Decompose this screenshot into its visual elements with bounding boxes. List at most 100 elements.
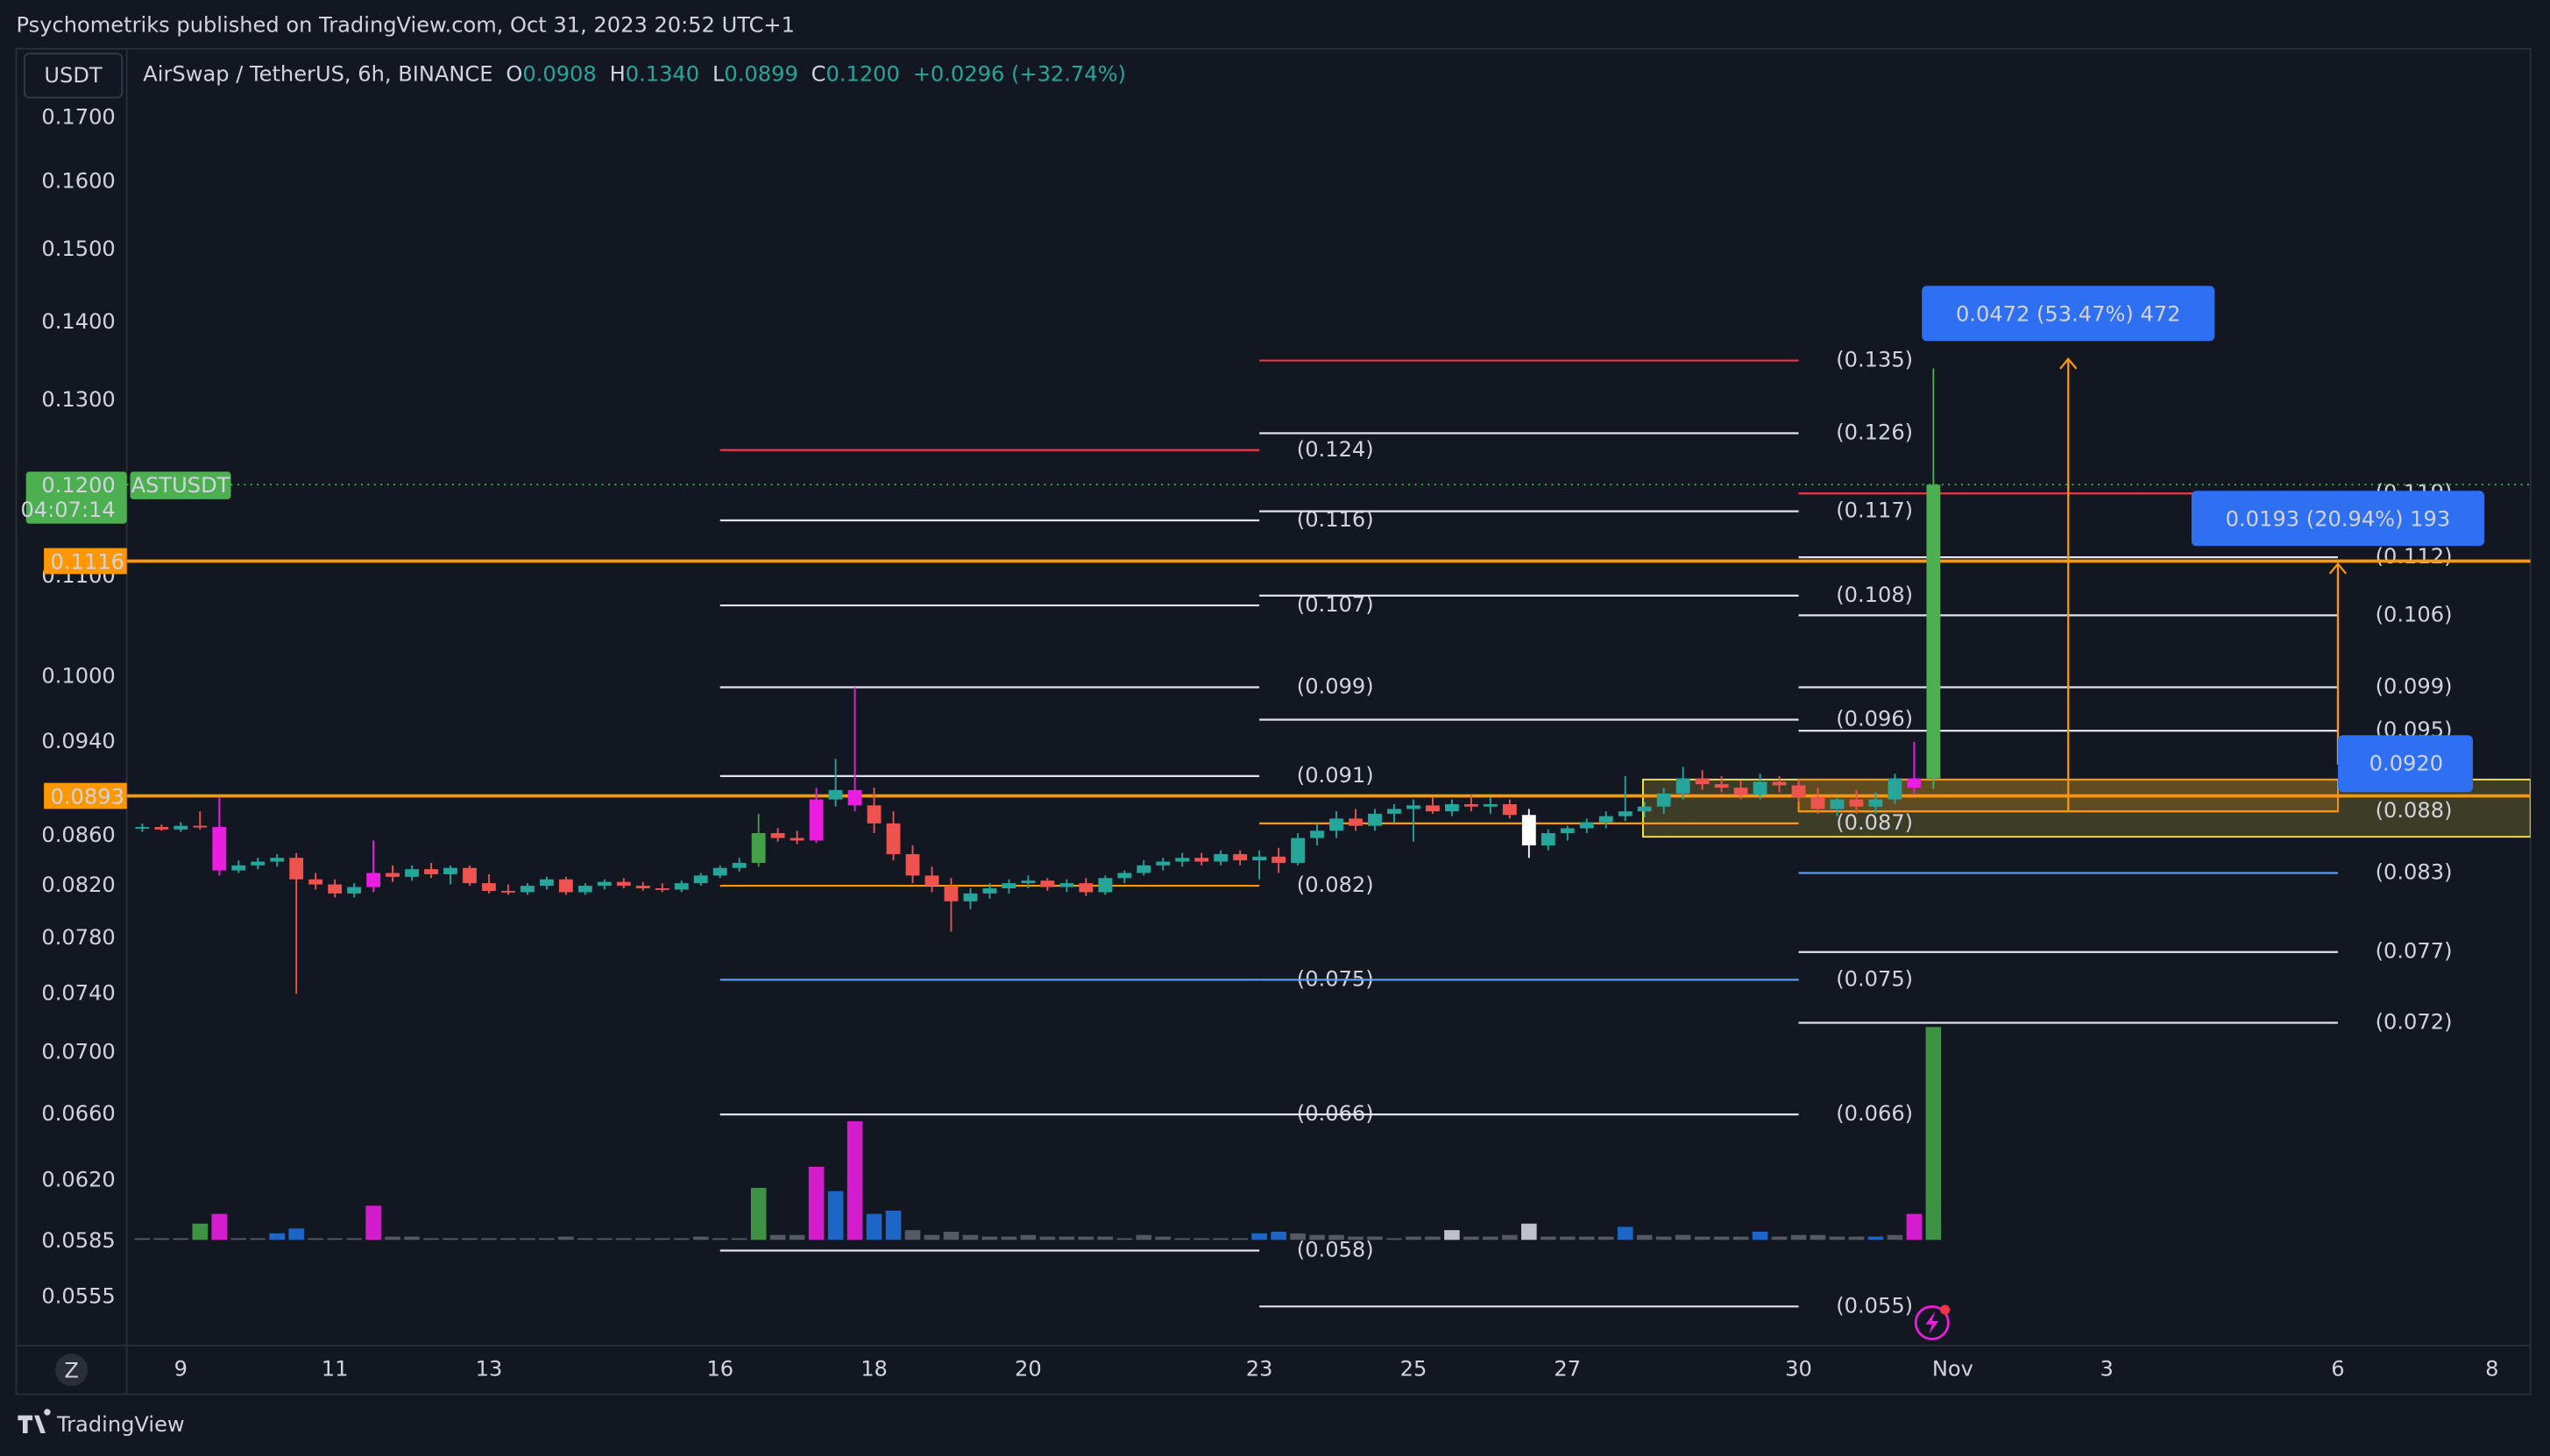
- volume-bar: [481, 1238, 497, 1240]
- fib-label: (0.075): [1836, 966, 1913, 991]
- ohlc-key: C: [811, 61, 826, 86]
- fib-label: (0.077): [2376, 939, 2453, 964]
- volume-bar: [962, 1234, 979, 1240]
- volume-bar: [1309, 1234, 1325, 1240]
- volume-bar: [1097, 1236, 1114, 1240]
- candle-body: [635, 886, 650, 889]
- price-line-tag-label: 0.0893: [51, 784, 124, 809]
- volume-bar: [1386, 1238, 1402, 1240]
- alert-icon[interactable]: [1914, 1304, 1951, 1340]
- volume-bar: [327, 1238, 343, 1240]
- price-tag-label: 0.0920: [2369, 752, 2443, 776]
- fib-label: (0.091): [1297, 763, 1374, 788]
- volume-bar: [1810, 1234, 1826, 1240]
- ohlc-key: H: [610, 61, 626, 86]
- volume-bar: [1925, 1027, 1942, 1240]
- candle-body: [270, 858, 285, 862]
- candle-body: [1926, 484, 1941, 779]
- currency-button[interactable]: [23, 53, 124, 99]
- fib-label: (0.124): [1297, 437, 1374, 462]
- candle-body: [1252, 856, 1267, 861]
- candle-body: [1271, 856, 1286, 863]
- candle-body: [1656, 793, 1671, 807]
- x-tick-label: 6: [2331, 1357, 2344, 1382]
- y-tick-label: 0.0860: [41, 823, 115, 847]
- symbol-tag: [130, 471, 231, 499]
- volume-bar: [1597, 1236, 1614, 1240]
- volume-bar: [673, 1238, 690, 1240]
- volume-bar: [904, 1230, 921, 1240]
- volume-bar: [1136, 1234, 1152, 1240]
- candle-body: [982, 888, 997, 894]
- volume-bar: [1655, 1236, 1672, 1240]
- volume-bar: [750, 1187, 767, 1240]
- y-tick-label: 0.1700: [41, 104, 115, 129]
- fib-label: (0.112): [2376, 544, 2453, 569]
- candle-body: [424, 869, 438, 874]
- candle-body: [847, 789, 862, 806]
- volume-bar: [230, 1238, 247, 1240]
- y-tick-label: 0.0740: [41, 981, 115, 1006]
- volume-bar: [1406, 1236, 1421, 1240]
- zoom-button[interactable]: [55, 1354, 89, 1387]
- candle-body: [251, 861, 266, 866]
- candle-body: [1310, 830, 1324, 838]
- y-tick-label: 0.1300: [41, 387, 115, 412]
- candle-body: [558, 879, 573, 893]
- volume-bar: [769, 1234, 786, 1240]
- symbol: AirSwap / TetherUS, 6h, BINANCE: [143, 61, 492, 86]
- candle-body: [1695, 778, 1710, 785]
- y-tick-label: 0.0585: [41, 1228, 115, 1253]
- change: +0.0296 (+32.74%): [913, 61, 1126, 86]
- x-tick-label: 3: [2100, 1357, 2114, 1382]
- candle-body: [1040, 880, 1055, 887]
- fib-label: (0.058): [1297, 1237, 1374, 1262]
- volume-bar: [1155, 1236, 1172, 1240]
- last-price-label: 0.1200: [41, 473, 115, 498]
- candle-body: [1598, 816, 1613, 823]
- volume-bar: [1578, 1236, 1595, 1240]
- symbol-tag-label: ASTUSDT: [131, 473, 230, 498]
- volume-bar: [211, 1213, 228, 1240]
- x-tick-label: 27: [1554, 1357, 1581, 1382]
- candle-body: [1214, 853, 1229, 862]
- candle-body: [328, 884, 343, 894]
- candle-body: [867, 805, 882, 823]
- countdown: 04:07:14: [20, 498, 115, 522]
- volume-bar: [1541, 1236, 1556, 1240]
- volume-bar: [943, 1232, 960, 1240]
- volume-bar: [1059, 1236, 1075, 1240]
- candle-body: [712, 867, 727, 876]
- candle-body: [1753, 781, 1767, 795]
- volume-bar: [1732, 1236, 1749, 1240]
- volume-bar: [1771, 1236, 1788, 1240]
- candle-body: [289, 858, 304, 880]
- price-line-tag: [44, 548, 127, 575]
- volume-bar: [1271, 1232, 1286, 1240]
- ohlc-value: 0.1340: [626, 61, 699, 86]
- y-tick-label: 0.0620: [41, 1167, 115, 1191]
- candle-body: [405, 869, 419, 877]
- volume-bar: [1232, 1238, 1248, 1240]
- volume-bar: [846, 1120, 863, 1240]
- volume-bar: [885, 1210, 902, 1240]
- candle-body: [174, 825, 188, 830]
- y-tick-label: 0.1500: [41, 237, 115, 261]
- volume-bar: [1001, 1236, 1017, 1240]
- candle-body: [347, 887, 362, 894]
- ohlc-value: 0.0899: [724, 61, 797, 86]
- candle-body: [501, 890, 515, 893]
- fib-label: (0.108): [1836, 583, 1913, 607]
- candle-body: [308, 879, 323, 885]
- candle-body: [674, 883, 689, 890]
- x-tick-label: 13: [476, 1357, 503, 1382]
- fib-label: (0.106): [2376, 602, 2453, 626]
- candle-body: [1463, 803, 1478, 807]
- currency-label[interactable]: USDT: [44, 63, 103, 88]
- volume-bar: [365, 1205, 381, 1240]
- candle-body: [1175, 858, 1190, 862]
- candle-body: [1098, 878, 1113, 893]
- candle-body: [1059, 883, 1074, 887]
- y-tick-label: 0.1000: [41, 663, 115, 688]
- zoom-label[interactable]: Z: [64, 1359, 79, 1383]
